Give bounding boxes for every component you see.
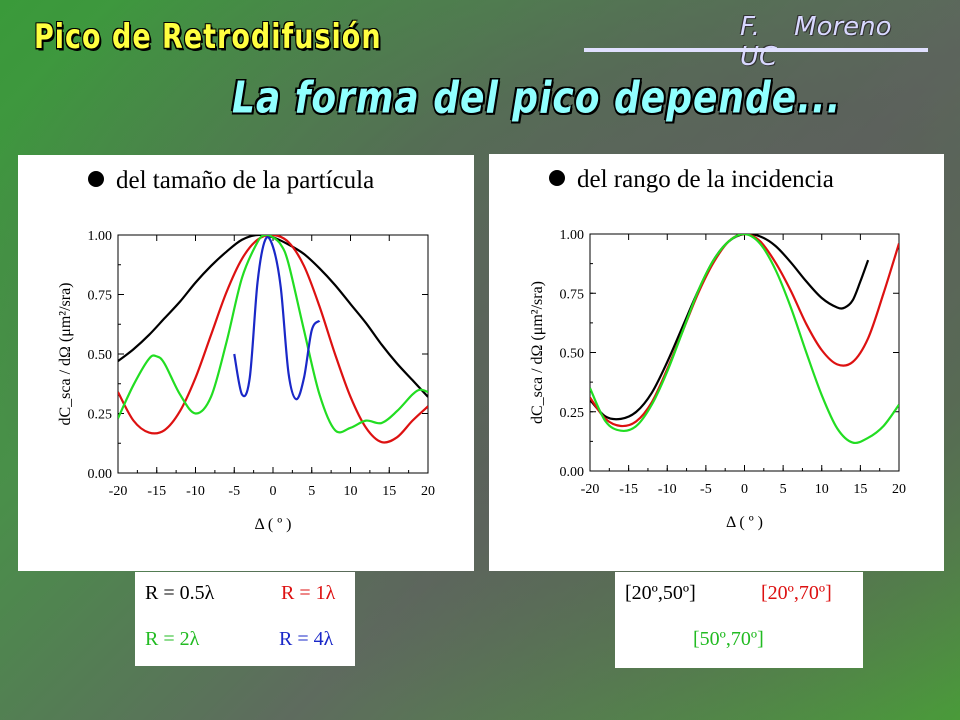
x-tick-label: -15 bbox=[619, 482, 638, 497]
slide-subtitle: La forma del pico depende... bbox=[232, 73, 842, 124]
y-tick-label: 1.00 bbox=[88, 229, 113, 244]
y-tick-label: 0.00 bbox=[560, 465, 585, 480]
left-legend: R = 0.5λ R = 1λ R = 2λ R = 4λ bbox=[135, 572, 355, 666]
y-axis-label: dC_sca / dΩ (μm²/sra) bbox=[529, 281, 546, 424]
x-tick-label: -20 bbox=[109, 484, 128, 499]
y-tick-label: 0.25 bbox=[88, 408, 113, 423]
x-tick-label: -10 bbox=[658, 482, 677, 497]
x-tick-label: 10 bbox=[815, 482, 829, 497]
x-tick-label: 0 bbox=[741, 482, 748, 497]
right-heading: del rango de la incidencia bbox=[549, 166, 834, 194]
x-axis-label: Δ ( º ) bbox=[254, 516, 291, 533]
bullet-icon bbox=[88, 171, 104, 187]
legend-r2: R = 2λ bbox=[145, 628, 200, 650]
series-line-3 bbox=[233, 236, 321, 401]
y-tick-label: 1.00 bbox=[560, 228, 585, 243]
left-heading-text: del tamaño de la partícula bbox=[116, 167, 375, 194]
x-axis-label: Δ ( º ) bbox=[726, 514, 763, 531]
x-tick-label: 20 bbox=[421, 484, 435, 499]
x-tick-label: 15 bbox=[382, 484, 396, 499]
x-tick-label: -20 bbox=[581, 482, 600, 497]
y-tick-label: 0.75 bbox=[88, 289, 113, 304]
x-tick-label: -5 bbox=[700, 482, 712, 497]
legend-r05: R = 0.5λ bbox=[145, 582, 215, 604]
series-line-0 bbox=[118, 235, 428, 398]
x-tick-label: 5 bbox=[308, 484, 315, 499]
y-tick-label: 0.25 bbox=[560, 406, 585, 421]
legend-20-50: [20º,50º] bbox=[625, 582, 696, 604]
legend-20-70: [20º,70º] bbox=[761, 582, 832, 604]
left-chart: -20 -15 -10 -5 0 5 10 15 20 0.00 0.25 0.50 0.75 1.00 Δ… bbox=[57, 229, 435, 533]
series-line-1 bbox=[590, 234, 899, 428]
y-axis-label: dC_sca / dΩ (μm²/sra) bbox=[57, 282, 74, 425]
x-tick-label: -15 bbox=[147, 484, 166, 499]
legend-r4: R = 4λ bbox=[279, 628, 334, 650]
right-heading-text: del rango de la incidencia bbox=[577, 166, 834, 193]
legend-r1: R = 1λ bbox=[281, 582, 336, 604]
series-line-2 bbox=[590, 234, 899, 445]
bullet-icon bbox=[549, 170, 565, 186]
series-line-0 bbox=[590, 234, 870, 421]
y-tick-label: 0.50 bbox=[88, 348, 113, 363]
right-chart-panel: del rango de la incidencia -20 -15 -10 -5 0 5… bbox=[489, 154, 944, 571]
plot-frame bbox=[589, 233, 900, 472]
author-label: F. Moreno UC bbox=[740, 12, 892, 72]
x-tick-label: 0 bbox=[270, 484, 277, 499]
series-line-1 bbox=[118, 235, 428, 444]
x-tick-label: -10 bbox=[186, 484, 205, 499]
y-tick-label: 0.00 bbox=[88, 467, 113, 482]
author-underline bbox=[584, 48, 928, 52]
x-tick-label: 5 bbox=[780, 482, 787, 497]
series-line-2 bbox=[118, 235, 428, 434]
right-legend: [20º,50º] [20º,70º] [50º,70º] bbox=[615, 572, 863, 668]
y-tick-label: 0.75 bbox=[560, 287, 585, 302]
left-heading: del tamaño de la partícula bbox=[88, 167, 374, 195]
x-tick-label: 10 bbox=[344, 484, 358, 499]
right-chart: -20 -15 -10 -5 0 5 10 15 20 0.00 0.25 0.50 0.75 1.00 Δ… bbox=[529, 228, 906, 531]
left-chart-panel: del tamaño de la partícula -20 -15 -10 -5 0 5… bbox=[18, 155, 474, 571]
legend-50-70: [50º,70º] bbox=[693, 628, 764, 650]
x-tick-label: 15 bbox=[853, 482, 867, 497]
x-tick-label: 20 bbox=[892, 482, 906, 497]
y-tick-label: 0.50 bbox=[560, 347, 585, 362]
slide-title: Pico de Retrodifusión bbox=[34, 18, 382, 57]
plot-frame bbox=[117, 234, 429, 474]
x-tick-label: -5 bbox=[228, 484, 240, 499]
